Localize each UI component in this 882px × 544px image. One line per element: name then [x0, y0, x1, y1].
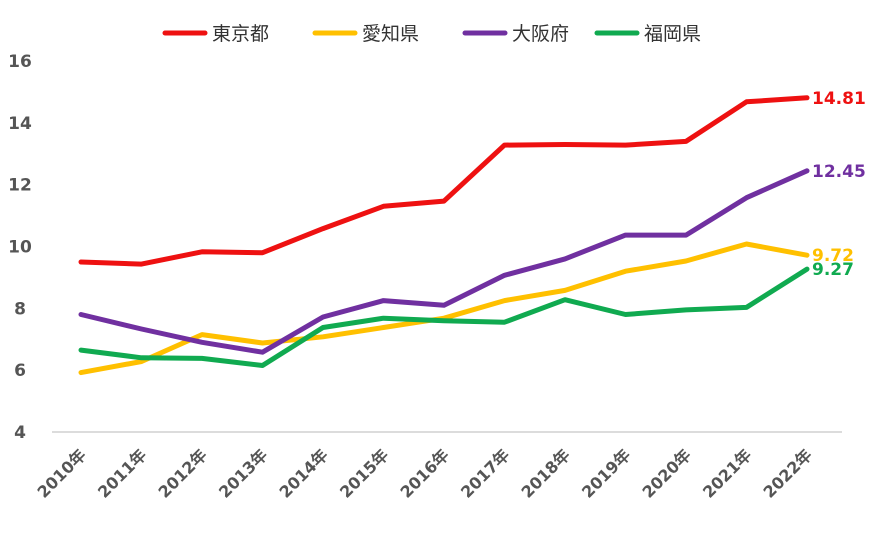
series-line-3 [78, 168, 810, 355]
y-tick-label: 4 [14, 423, 26, 443]
end-labels: 14.81 9.72 12.45 9.27 [812, 89, 866, 280]
x-tick-label: 2011年 [94, 445, 150, 501]
y-tick-label: 14 [8, 114, 32, 134]
y-tick-label: 16 [8, 52, 32, 72]
legend-label: 愛知県 [362, 23, 419, 45]
legend: 東京都 愛知県 大阪府 福岡県 [162, 23, 701, 45]
legend-label: 福岡県 [644, 23, 701, 45]
series-line-1 [78, 95, 810, 267]
series-line-4 [78, 266, 810, 368]
end-label: 9.27 [812, 260, 854, 280]
y-tick-label: 10 [8, 238, 32, 258]
y-tick-label: 6 [14, 361, 26, 381]
y-tick-label: 8 [14, 299, 26, 319]
legend-label: 大阪府 [512, 23, 569, 45]
x-axis: 2010年 2011年 2012年 2013年 2014年 2015年 2016年 2017年… [34, 445, 816, 501]
end-label: 14.81 [812, 89, 866, 109]
x-tick-label: 2018年 [518, 445, 574, 501]
x-tick-label: 2015年 [336, 445, 392, 501]
x-tick-label: 2021年 [699, 445, 755, 501]
x-tick-label: 2010年 [34, 445, 90, 501]
y-tick-label: 12 [8, 176, 32, 196]
x-tick-label: 2020年 [639, 445, 695, 501]
legend-label: 東京都 [212, 23, 269, 45]
series-lines [78, 95, 810, 376]
x-tick-label: 2013年 [215, 445, 271, 501]
x-tick-label: 2016年 [397, 445, 453, 501]
end-label: 9.72 [812, 246, 854, 266]
x-tick-label: 2012年 [155, 445, 211, 501]
x-tick-label: 2017年 [457, 445, 513, 501]
end-label: 12.45 [812, 162, 866, 182]
x-tick-label: 2022年 [760, 445, 816, 501]
y-axis: 4 6 8 10 12 14 16 [8, 52, 32, 443]
x-tick-label: 2019年 [578, 445, 634, 501]
x-tick-label: 2014年 [276, 445, 332, 501]
